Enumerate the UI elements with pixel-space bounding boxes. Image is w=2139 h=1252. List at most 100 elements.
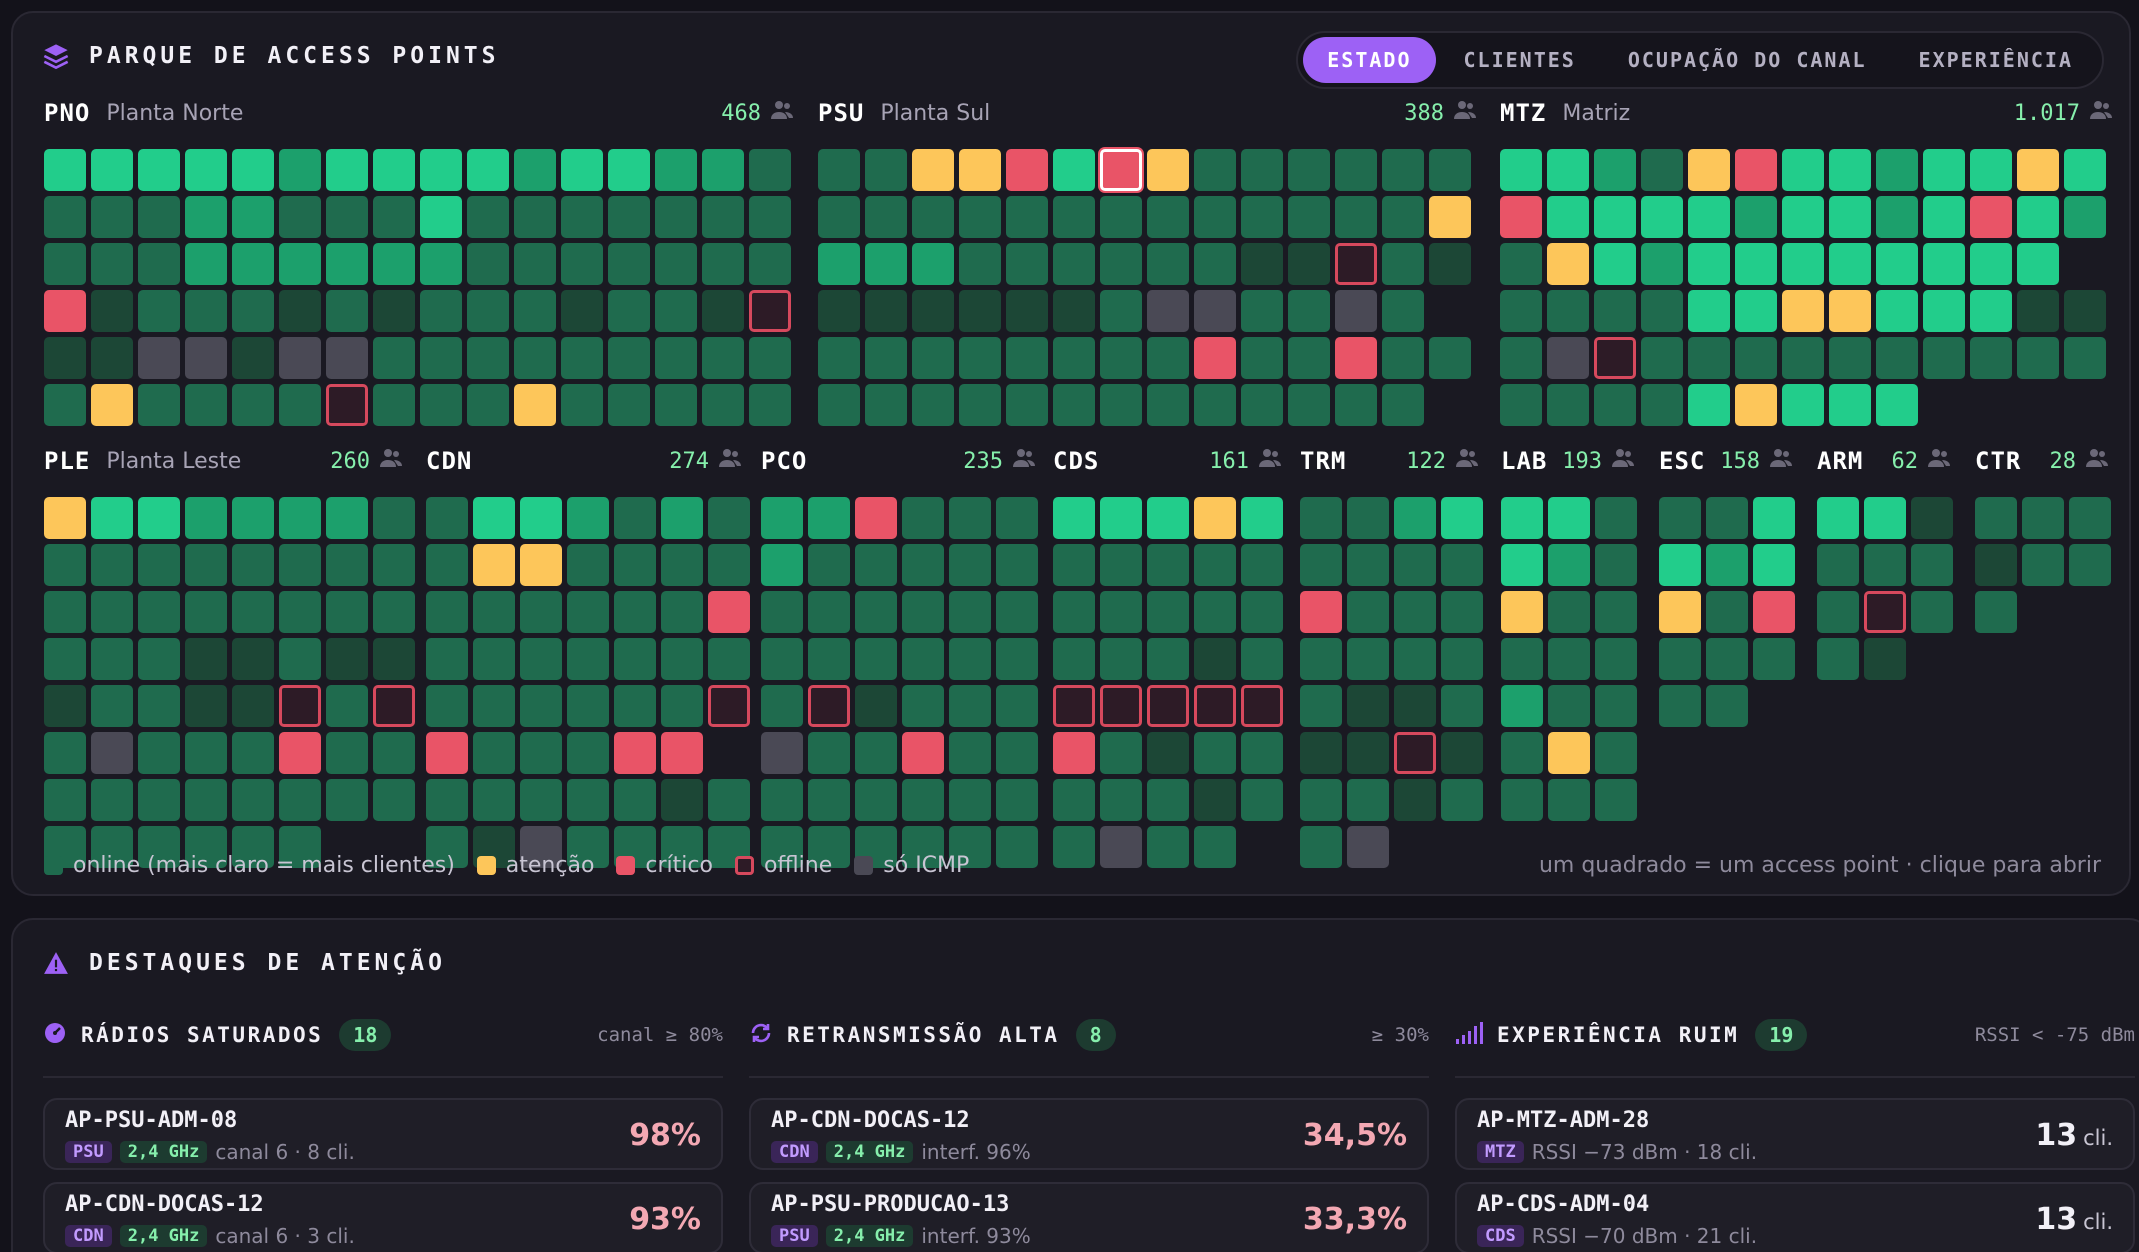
ap-square[interactable] — [1394, 685, 1436, 727]
ap-square[interactable] — [1547, 243, 1589, 285]
ap-square[interactable] — [232, 243, 274, 285]
ap-square[interactable] — [1594, 290, 1636, 332]
ap-square[interactable] — [1347, 544, 1389, 586]
ap-square[interactable] — [1829, 149, 1871, 191]
ap-square[interactable] — [326, 149, 368, 191]
ap-square[interactable] — [561, 337, 603, 379]
ap-square[interactable] — [185, 384, 227, 426]
ap-square[interactable] — [749, 149, 791, 191]
ap-square[interactable] — [1053, 685, 1095, 727]
ap-square[interactable] — [561, 384, 603, 426]
ap-square[interactable] — [1100, 826, 1142, 868]
ap-square[interactable] — [1688, 196, 1730, 238]
ap-square[interactable] — [1147, 337, 1189, 379]
ap-square[interactable] — [1500, 290, 1542, 332]
ap-square[interactable] — [1347, 638, 1389, 680]
ap-square[interactable] — [138, 290, 180, 332]
ap-square[interactable] — [912, 290, 954, 332]
ap-square[interactable] — [520, 591, 562, 633]
ap-square[interactable] — [373, 779, 415, 821]
ap-square[interactable] — [2017, 196, 2059, 238]
ap-square[interactable] — [326, 685, 368, 727]
ap-square[interactable] — [420, 337, 462, 379]
ap-square[interactable] — [1053, 337, 1095, 379]
ap-square[interactable] — [1429, 243, 1471, 285]
ap-square[interactable] — [865, 243, 907, 285]
ap-square[interactable] — [1548, 591, 1590, 633]
ap-square[interactable] — [996, 497, 1038, 539]
ap-square[interactable] — [1100, 779, 1142, 821]
ap-square[interactable] — [1595, 638, 1637, 680]
ap-square[interactable] — [865, 196, 907, 238]
ap-square[interactable] — [467, 337, 509, 379]
ap-square[interactable] — [232, 149, 274, 191]
ap-square[interactable] — [232, 591, 274, 633]
ap-square[interactable] — [1347, 779, 1389, 821]
ap-square[interactable] — [1194, 290, 1236, 332]
ap-square[interactable] — [567, 826, 609, 868]
ap-square[interactable] — [1641, 243, 1683, 285]
ap-square[interactable] — [420, 243, 462, 285]
ap-square[interactable] — [1053, 732, 1095, 774]
ap-square[interactable] — [567, 685, 609, 727]
ap-square[interactable] — [44, 732, 86, 774]
ap-square[interactable] — [279, 779, 321, 821]
ap-square[interactable] — [1194, 384, 1236, 426]
ap-square[interactable] — [426, 497, 468, 539]
ap-square[interactable] — [1547, 337, 1589, 379]
ap-square[interactable] — [1753, 638, 1795, 680]
ap-square[interactable] — [761, 779, 803, 821]
ap-square[interactable] — [818, 384, 860, 426]
ap-square[interactable] — [1382, 149, 1424, 191]
ap-square[interactable] — [1595, 732, 1637, 774]
ap-square[interactable] — [1300, 638, 1342, 680]
ap-square[interactable] — [1817, 638, 1859, 680]
ap-square[interactable] — [655, 384, 697, 426]
ap-square[interactable] — [1876, 337, 1918, 379]
ap-square[interactable] — [855, 732, 897, 774]
ap-square[interactable] — [44, 685, 86, 727]
ap-square[interactable] — [1500, 243, 1542, 285]
ap-square[interactable] — [661, 638, 703, 680]
ap-square[interactable] — [1864, 544, 1906, 586]
ap-square[interactable] — [467, 196, 509, 238]
ap-square[interactable] — [1659, 544, 1701, 586]
ap-square[interactable] — [138, 544, 180, 586]
ap-square[interactable] — [1501, 732, 1543, 774]
ap-square[interactable] — [1735, 243, 1777, 285]
ap-square[interactable] — [1147, 591, 1189, 633]
ap-square[interactable] — [1053, 196, 1095, 238]
ap-square[interactable] — [138, 243, 180, 285]
ap-square[interactable] — [1100, 638, 1142, 680]
ap-square[interactable] — [808, 544, 850, 586]
ap-square[interactable] — [1782, 149, 1824, 191]
ap-square[interactable] — [185, 243, 227, 285]
ap-square[interactable] — [1288, 337, 1330, 379]
ap-square[interactable] — [373, 732, 415, 774]
ap-square[interactable] — [996, 826, 1038, 868]
ap-square[interactable] — [996, 779, 1038, 821]
ap-square[interactable] — [1335, 243, 1377, 285]
ap-square[interactable] — [1100, 591, 1142, 633]
ap-square[interactable] — [1300, 497, 1342, 539]
ap-square[interactable] — [959, 196, 1001, 238]
ap-square[interactable] — [44, 591, 86, 633]
ap-square[interactable] — [1006, 337, 1048, 379]
ap-square[interactable] — [1970, 149, 2012, 191]
ap-square[interactable] — [1829, 196, 1871, 238]
ap-square[interactable] — [1053, 497, 1095, 539]
ap-square[interactable] — [1500, 149, 1542, 191]
ap-square[interactable] — [514, 243, 556, 285]
ap-square[interactable] — [1547, 196, 1589, 238]
ap-square[interactable] — [1100, 685, 1142, 727]
ap-square[interactable] — [44, 544, 86, 586]
ap-square[interactable] — [1100, 544, 1142, 586]
ap-square[interactable] — [855, 638, 897, 680]
ap-square[interactable] — [949, 779, 991, 821]
ap-square[interactable] — [1053, 779, 1095, 821]
ap-square[interactable] — [1147, 732, 1189, 774]
ap-square[interactable] — [608, 337, 650, 379]
ap-square[interactable] — [1706, 591, 1748, 633]
ap-square[interactable] — [808, 826, 850, 868]
ap-square[interactable] — [232, 638, 274, 680]
